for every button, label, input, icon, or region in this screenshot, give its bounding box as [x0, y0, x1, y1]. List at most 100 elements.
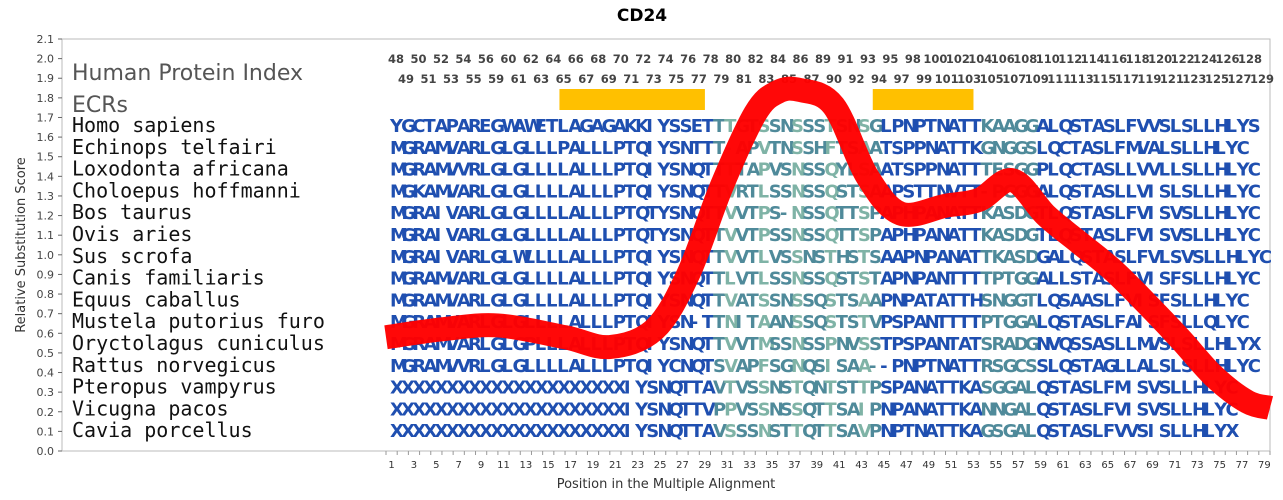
residue: S — [1136, 399, 1149, 420]
residue: A — [769, 312, 783, 333]
residue: L — [1192, 269, 1203, 290]
x-tick-label: 75 — [1213, 460, 1226, 471]
residue: Q — [635, 138, 650, 159]
residue: I — [824, 356, 831, 377]
residue: S — [1181, 269, 1194, 290]
residue: A — [568, 290, 582, 311]
residue: N — [758, 421, 773, 442]
residue: R — [412, 138, 426, 159]
residue: A — [925, 399, 939, 420]
residue: L — [758, 247, 769, 268]
residue: A — [1147, 138, 1161, 159]
residue: A — [758, 312, 772, 333]
chart-title: CD24 — [617, 6, 667, 26]
residue: X — [446, 378, 460, 399]
residue: R — [468, 269, 482, 290]
residue: Y — [1236, 116, 1251, 137]
protein-index-top: 128 — [1238, 52, 1262, 66]
residue: L — [1125, 356, 1136, 377]
residue: T — [691, 399, 704, 420]
residue: S — [735, 421, 748, 442]
alignment-sequence: MGRAMVARLGLGLLLLALLLPTQI YSNQTTLVTLSSNSSQ… — [390, 269, 1261, 290]
residue: P — [824, 334, 837, 355]
residue: S — [802, 290, 815, 311]
residue: L — [1103, 138, 1114, 159]
residue: L — [1225, 269, 1236, 290]
residue: T — [914, 181, 927, 202]
residue: P — [613, 312, 626, 333]
residue: L — [758, 181, 769, 202]
residue: S — [758, 399, 771, 420]
residue: L — [1203, 247, 1214, 268]
residue: S — [1159, 399, 1172, 420]
residue: N — [791, 334, 806, 355]
residue: S — [746, 399, 759, 420]
residue: G — [1003, 290, 1018, 311]
residue: S — [869, 247, 882, 268]
residue: X — [557, 421, 571, 442]
residue: T — [702, 116, 715, 137]
residue: V — [769, 247, 783, 268]
residue: S — [1058, 290, 1071, 311]
residue: G — [1025, 160, 1040, 181]
residue: S — [824, 312, 837, 333]
residue: T — [646, 203, 659, 224]
residue: G — [980, 421, 995, 442]
residue: X — [490, 399, 504, 420]
residue: G — [1014, 269, 1029, 290]
residue: G — [513, 225, 528, 246]
residue: T — [824, 421, 837, 442]
residue: A — [1003, 116, 1017, 137]
residue: L — [1036, 290, 1047, 311]
residue: N — [724, 312, 739, 333]
x-tick-label: 7 — [456, 460, 462, 471]
residue: H — [1192, 399, 1207, 420]
residue: N — [936, 356, 951, 377]
residue: Y — [656, 225, 671, 246]
residue: R — [468, 181, 482, 202]
species-name: Pteropus vampyrus — [72, 375, 277, 399]
residue: V — [1136, 116, 1150, 137]
x-tick-label: 31 — [721, 460, 734, 471]
residue: P — [925, 160, 938, 181]
residue: K — [624, 116, 639, 137]
residue: V — [735, 269, 749, 290]
x-tick-label: 15 — [542, 460, 555, 471]
residue: L — [535, 138, 546, 159]
residue: N — [769, 378, 784, 399]
residue: Y — [656, 356, 671, 377]
residue: A — [992, 225, 1006, 246]
residue: S — [1181, 203, 1194, 224]
residue: Q — [635, 203, 650, 224]
residue: S — [858, 269, 871, 290]
residue: X — [513, 399, 527, 420]
residue: F — [1170, 269, 1182, 290]
residue: A — [591, 116, 605, 137]
residue: H — [836, 247, 851, 268]
residue: M — [1136, 334, 1154, 355]
residue: L — [1225, 160, 1236, 181]
x-tick-label: 1 — [388, 460, 394, 471]
residue: X — [490, 421, 504, 442]
residue: L — [1181, 138, 1192, 159]
residue: X — [524, 399, 538, 420]
residue: Q — [691, 160, 706, 181]
residue: A — [423, 181, 437, 202]
residue: T — [1081, 181, 1094, 202]
residue: L — [479, 225, 490, 246]
residue: X — [401, 421, 415, 442]
residue: V — [446, 160, 460, 181]
protein-index-bottom: 77 — [691, 72, 707, 86]
x-tick-label: 41 — [833, 460, 846, 471]
x-tick-label: 5 — [433, 460, 439, 471]
residue: T — [969, 334, 982, 355]
x-axis: 1 3 5 7 9 11 13 15 17 19 21 23 25 27 29 31 33 35 37 39 41 43 4… — [385, 451, 1271, 471]
residue: L — [1125, 181, 1136, 202]
protein-index-top: 114 — [1081, 52, 1105, 66]
residue: A — [423, 290, 437, 311]
residue: P — [902, 312, 915, 333]
residue: W — [501, 116, 521, 137]
residue: L — [1170, 421, 1181, 442]
x-tick-label: 47 — [900, 460, 913, 471]
residue: S — [813, 160, 826, 181]
